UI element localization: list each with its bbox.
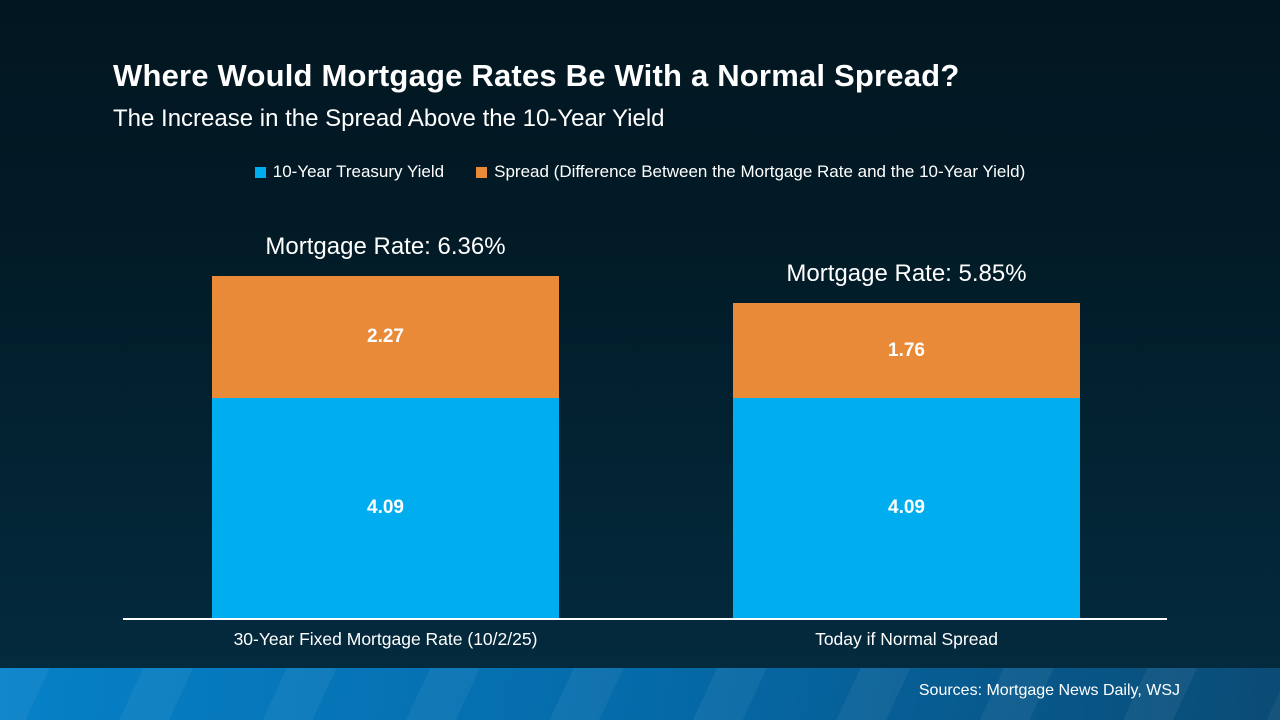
bar-segment-spread-current: 2.27 <box>212 276 559 398</box>
legend-swatch-blue-icon <box>254 166 266 178</box>
page-subtitle: The Increase in the Spread Above the 10-… <box>113 105 665 132</box>
footer-band <box>0 668 1280 720</box>
legend-label-treasury-yield: 10-Year Treasury Yield <box>272 162 445 181</box>
value-label-spread-current: 2.27 <box>367 326 404 347</box>
value-label-treasury-current: 4.09 <box>367 497 404 518</box>
value-label-spread-normal: 1.76 <box>888 339 925 361</box>
category-label-current: 30-Year Fixed Mortgage Rate (10/2/25) <box>233 629 538 649</box>
category-label-normal: Today if Normal Spread <box>815 629 998 649</box>
value-label-treasury-normal: 4.09 <box>888 497 925 518</box>
legend-label-spread: Spread (Difference Between the Mortgage … <box>494 162 1026 181</box>
annotation-mortgage-rate-current: Mortgage Rate: 6.36% <box>265 233 506 260</box>
page-title: Where Would Mortgage Rates Be With a Nor… <box>113 58 960 93</box>
x-axis-line <box>123 618 1167 620</box>
chart-legend: 10-Year Treasury Yield Spread (Differenc… <box>0 162 1280 182</box>
bar-segment-spread-normal: 1.76 <box>733 303 1080 398</box>
bar-current-mortgage-rate: 2.27 4.09 <box>212 276 559 618</box>
legend-swatch-orange-icon <box>476 166 488 178</box>
bar-normal-spread-rate: 1.76 4.09 <box>733 303 1080 618</box>
sources-text: Sources: Mortgage News Daily, WSJ <box>918 682 1180 699</box>
annotation-mortgage-rate-normal: Mortgage Rate: 5.85% <box>786 260 1027 287</box>
legend-item-spread: Spread (Difference Between the Mortgage … <box>476 162 1025 182</box>
bar-segment-treasury-normal: 4.09 <box>733 398 1080 618</box>
bar-segment-treasury-current: 4.09 <box>212 398 559 618</box>
legend-item-treasury-yield: 10-Year Treasury Yield <box>254 162 445 182</box>
